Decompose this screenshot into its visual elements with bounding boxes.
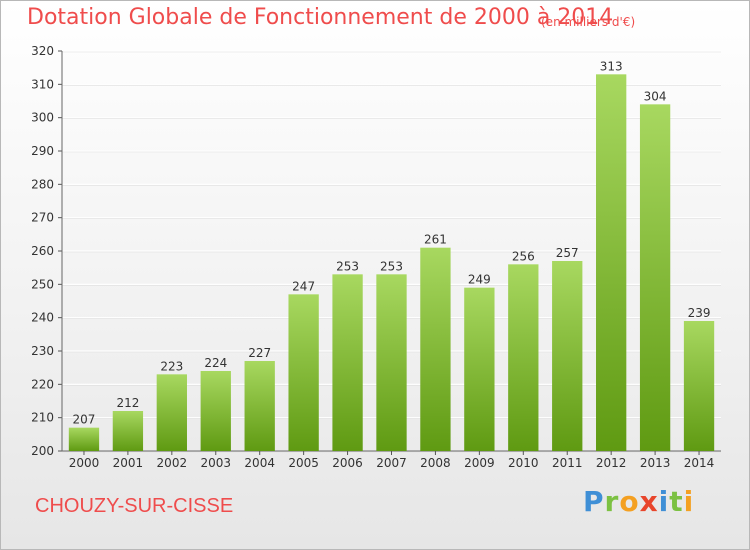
x-tick-label: 2014 — [684, 456, 715, 470]
bar-value-label: 253 — [380, 259, 403, 273]
x-tick-label: 2004 — [244, 456, 275, 470]
bar-value-label: 261 — [424, 233, 447, 247]
bar — [420, 247, 451, 451]
bar — [464, 287, 495, 451]
commune-name: CHOUZY-SUR-CISSE — [35, 495, 234, 517]
bar — [596, 74, 627, 451]
bar-value-label: 257 — [556, 246, 579, 260]
y-tick-label: 210 — [31, 411, 54, 425]
x-tick-label: 2010 — [508, 456, 539, 470]
x-tick-label: 2000 — [69, 456, 100, 470]
bar-value-label: 207 — [73, 413, 96, 427]
bar-value-label: 227 — [248, 346, 271, 360]
bar-value-label: 253 — [336, 259, 359, 273]
chart-title: Dotation Globale de Fonctionnement de 20… — [27, 5, 614, 30]
x-tick-label: 2011 — [552, 456, 583, 470]
x-tick-label: 2005 — [288, 456, 319, 470]
y-tick-label: 250 — [31, 277, 54, 291]
proxiti-logo[interactable]: Proxiti — [583, 485, 695, 518]
y-tick-label: 240 — [31, 311, 54, 325]
bar — [508, 264, 539, 451]
bar-value-label: 256 — [512, 249, 535, 263]
y-tick-label: 260 — [31, 244, 54, 258]
bar — [332, 274, 363, 451]
bar-value-label: 313 — [600, 59, 623, 73]
x-tick-label: 2003 — [200, 456, 231, 470]
bar-value-label: 223 — [160, 359, 183, 373]
bar-value-label: 249 — [468, 273, 491, 287]
bar — [156, 374, 187, 451]
y-tick-label: 300 — [31, 111, 54, 125]
bar-value-label: 239 — [688, 306, 711, 320]
x-tick-label: 2012 — [596, 456, 627, 470]
bar — [552, 261, 583, 451]
bar — [112, 411, 144, 451]
bar — [200, 371, 231, 451]
chart-unit: (en milliers d'€) — [541, 15, 636, 29]
y-tick-label: 280 — [31, 177, 54, 191]
x-tick-label: 2009 — [464, 456, 495, 470]
x-tick-label: 2007 — [376, 456, 407, 470]
y-tick-label: 270 — [31, 211, 54, 225]
y-tick-label: 290 — [31, 144, 54, 158]
bar-value-label: 304 — [644, 89, 667, 103]
bar — [639, 104, 671, 451]
y-tick-label: 220 — [31, 377, 54, 391]
x-tick-label: 2013 — [640, 456, 671, 470]
bar — [683, 321, 715, 451]
bar-value-label: 224 — [204, 356, 227, 370]
bar — [288, 294, 319, 451]
x-tick-label: 2006 — [332, 456, 363, 470]
y-tick-label: 230 — [31, 344, 54, 358]
bar — [376, 274, 407, 451]
bar — [244, 361, 275, 451]
bar-value-label: 212 — [116, 396, 139, 410]
bar — [68, 427, 100, 451]
y-tick-label: 200 — [31, 444, 54, 458]
y-tick-label: 320 — [31, 44, 54, 58]
x-tick-label: 2002 — [157, 456, 188, 470]
bar-value-label: 247 — [292, 279, 315, 293]
y-tick-label: 310 — [31, 77, 54, 91]
x-tick-label: 2008 — [420, 456, 451, 470]
x-tick-label: 2001 — [113, 456, 144, 470]
